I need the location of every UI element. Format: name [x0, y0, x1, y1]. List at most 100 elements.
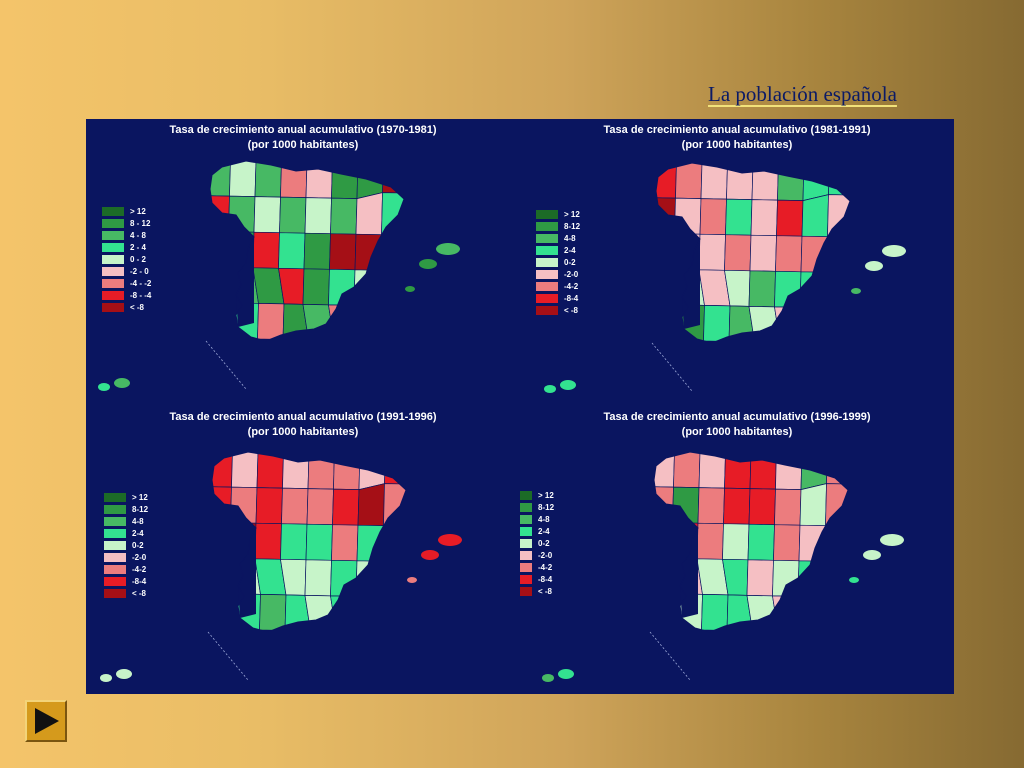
inset-divider-line	[205, 340, 247, 390]
legend-label: 0 - 2	[130, 254, 147, 264]
map-1996-1999: Tasa de crecimiento anual acumulativo (1…	[520, 406, 954, 693]
legend-label: < -8	[132, 588, 147, 598]
map-title: Tasa de crecimiento anual acumulativo (1…	[603, 124, 871, 136]
portugal-area	[238, 528, 256, 618]
province-region	[823, 560, 848, 598]
legend-item: 0 - 2	[102, 253, 162, 265]
legend-item: 2-4	[104, 527, 164, 539]
legend-swatch	[536, 281, 558, 291]
legend-label: > 12	[564, 209, 580, 219]
legend-swatch	[520, 490, 532, 500]
map-title: Tasa de crecimiento anual acumulativo (1…	[169, 411, 437, 423]
province-region	[229, 161, 257, 197]
canary-island	[114, 378, 130, 388]
spain-outline	[209, 160, 405, 342]
legend-label: 4-8	[538, 514, 550, 524]
balearic-island	[405, 286, 415, 292]
map-title: Tasa de crecimiento anual acumulativo (1…	[603, 411, 871, 423]
legend-item: -8-4	[520, 573, 570, 585]
province-region	[282, 452, 310, 489]
legend-swatch	[520, 514, 532, 524]
legend-swatch	[104, 552, 126, 562]
legend-swatch	[102, 278, 124, 288]
province-region	[773, 524, 801, 562]
map-subtitle: (por 1000 habitantes)	[681, 139, 793, 151]
inset-divider-line	[207, 631, 249, 681]
province-region	[279, 196, 307, 234]
legend-swatch	[102, 218, 124, 228]
portugal-area	[682, 239, 700, 329]
legend-label: < -8	[130, 302, 145, 312]
legend-swatch	[536, 209, 558, 219]
province-region	[699, 198, 727, 236]
legend-item: -2-0	[536, 268, 596, 280]
province-region	[353, 269, 381, 307]
legend-label: 8 - 12	[130, 218, 151, 228]
province-region	[801, 194, 829, 238]
province-region	[210, 302, 234, 341]
province-region	[777, 163, 805, 201]
legend-swatch	[104, 516, 126, 526]
canary-island	[544, 385, 556, 393]
province-region	[774, 488, 802, 526]
province-region	[775, 235, 803, 273]
canary-island	[558, 669, 574, 679]
legend-label: 2-4	[538, 526, 550, 536]
legend-swatch	[520, 502, 532, 512]
province-region	[304, 197, 332, 235]
legend-label: 0-2	[132, 540, 144, 550]
legend-swatch	[536, 305, 558, 315]
province-region	[380, 234, 404, 272]
province-region	[252, 231, 280, 269]
legend-swatch	[102, 230, 124, 240]
legend-label: 2-4	[564, 245, 576, 255]
legend-item: -2 - 0	[102, 265, 162, 277]
legend-item: 2 - 4	[102, 241, 162, 253]
province-region	[723, 487, 751, 525]
next-slide-button[interactable]	[25, 700, 67, 742]
legend-item: 0-2	[536, 256, 596, 268]
province-region	[331, 161, 359, 199]
legend: > 12 8-12 4-8 2-4 0-2 -2-0 -4-2 -8-4 < -…	[104, 491, 164, 599]
province-region	[304, 559, 332, 597]
spain-map-1996-1999	[542, 451, 904, 682]
province-region	[656, 304, 680, 343]
spain-map-1970-1981	[98, 160, 460, 391]
province-region	[654, 521, 679, 559]
legend-item: 0-2	[520, 537, 570, 549]
map-1981-1991: Tasa de crecimiento anual acumulativo (1…	[520, 119, 954, 406]
province-region	[654, 557, 679, 595]
legend-swatch	[102, 242, 124, 252]
province-region	[746, 559, 774, 597]
province-region	[775, 452, 803, 490]
legend-label: -2-0	[538, 550, 553, 560]
balearic-island	[882, 245, 906, 257]
legend-item: > 12	[102, 205, 162, 217]
inset-divider-line	[651, 342, 693, 392]
province-region	[673, 452, 701, 488]
province-region	[722, 523, 750, 561]
legend-label: 4 - 8	[130, 230, 147, 240]
province-region	[701, 594, 729, 631]
legend-item: 0-2	[104, 539, 164, 551]
legend-item: -4-2	[536, 280, 596, 292]
province-region	[352, 305, 380, 341]
legend-swatch	[102, 302, 124, 312]
spain-outline	[211, 451, 407, 633]
province-region	[799, 271, 827, 309]
spain-map-1991-1996	[100, 451, 462, 682]
balearic-island	[880, 534, 904, 546]
province-region	[724, 234, 752, 272]
legend-swatch	[536, 245, 558, 255]
legend-label: -2-0	[132, 552, 147, 562]
legend-swatch	[102, 290, 124, 300]
canary-island	[116, 669, 132, 679]
legend-label: > 12	[132, 492, 148, 502]
legend-swatch	[104, 528, 126, 538]
legend-label: 4-8	[564, 233, 576, 243]
legend-swatch	[104, 564, 126, 574]
legend-item: < -8	[104, 587, 164, 599]
legend-item: -2-0	[520, 549, 570, 561]
province-region	[333, 452, 361, 490]
province-region	[382, 161, 404, 194]
